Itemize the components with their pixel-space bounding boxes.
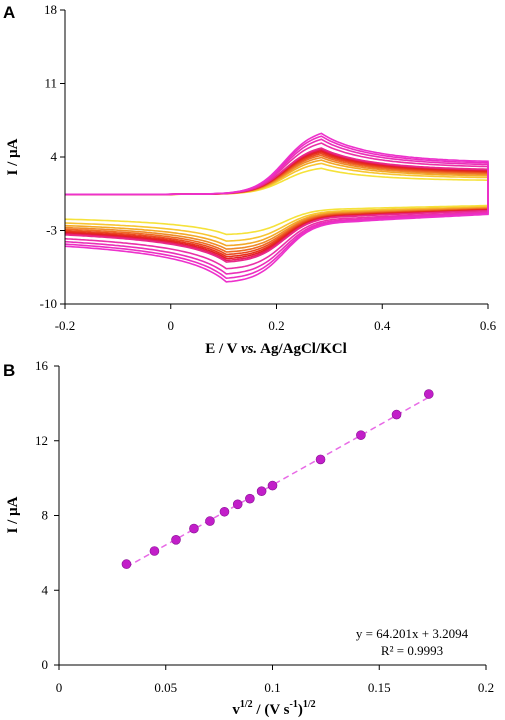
data-point	[219, 506, 230, 517]
data-point	[315, 454, 326, 465]
panel-a-chart: -10 -3 4 11 18 -0.2 0 0.2 0.4 0.6 I / µA E / V v…	[5, 2, 497, 357]
linear-fit-line	[126, 396, 430, 568]
x-tick-label: 0.6	[480, 318, 497, 333]
fit-equation: y = 64.201x + 3.2094	[356, 626, 469, 641]
x-tick-label: 0	[168, 318, 175, 333]
y-tick-label: 0	[42, 657, 49, 672]
data-point	[121, 559, 132, 569]
y-tick-label: 16	[35, 358, 49, 373]
data-point	[256, 486, 267, 497]
panel-b-label: B	[3, 361, 15, 380]
r-squared: R² = 0.9993	[381, 643, 443, 658]
data-point	[189, 523, 199, 534]
x-tick-label: 0.15	[368, 680, 391, 695]
x-tick-label: -0.2	[55, 318, 76, 333]
y-ticks-b: 0 4 8 12 16	[35, 358, 59, 672]
panel-b-chart: 0 4 8 12 16 0 0.05 0.1 0.15 0.2 y = 64.201x + 3.…	[5, 358, 494, 718]
y-tick-label: 8	[42, 508, 49, 523]
x-axis-title-a: E / V vs. Ag/AgCl/KCl	[205, 341, 347, 357]
y-axis-title-a: I / µA	[5, 138, 21, 175]
data-point	[356, 430, 366, 440]
data-points	[121, 389, 434, 569]
x-tick-label: 0.2	[478, 680, 494, 695]
x-axis-title-b: v1/2 / (V s-1)1/2	[232, 699, 315, 718]
y-tick-label: 11	[44, 76, 57, 91]
data-point	[205, 516, 215, 526]
x-ticks-a: -0.2 0 0.2 0.4 0.6	[55, 304, 497, 333]
y-tick-label: 4	[42, 582, 49, 597]
x-tick-label: 0	[56, 680, 63, 695]
data-point	[423, 389, 434, 399]
x-tick-label: 0.4	[374, 318, 391, 333]
y-tick-label: 18	[44, 2, 57, 17]
x-tick-label: 0.2	[268, 318, 284, 333]
y-tick-label: -3	[46, 223, 57, 238]
data-point	[232, 499, 243, 510]
data-point	[267, 480, 278, 491]
panel-a-label: A	[3, 3, 15, 22]
cv-curve	[64, 132, 489, 283]
y-tick-label: 4	[51, 149, 58, 164]
data-point	[391, 409, 402, 420]
x-ticks-b: 0 0.05 0.1 0.15 0.2	[56, 665, 494, 695]
y-ticks-a: -10 -3 4 11 18	[40, 2, 65, 311]
x-tick-label: 0.05	[154, 680, 177, 695]
x-tick-label: 0.1	[264, 680, 280, 695]
y-axis-title-b: I / µA	[5, 496, 21, 533]
data-point	[245, 493, 255, 504]
y-tick-label: 12	[35, 433, 48, 448]
cv-curves	[64, 132, 489, 283]
y-tick-label: -10	[40, 296, 57, 311]
data-point	[171, 534, 181, 545]
cv-curve	[64, 147, 489, 263]
data-point	[149, 546, 160, 556]
